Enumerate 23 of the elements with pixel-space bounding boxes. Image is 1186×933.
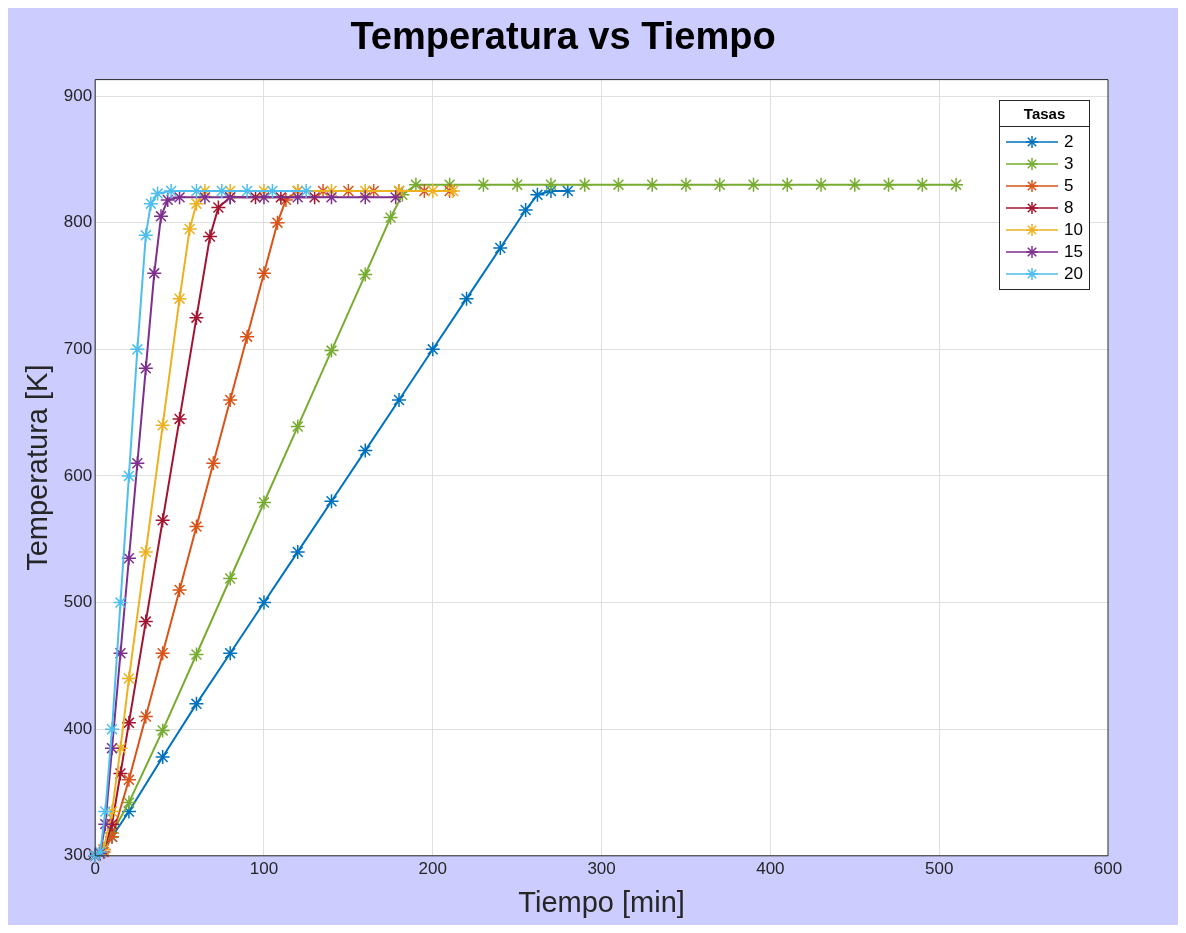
legend-label: 5	[1064, 176, 1074, 196]
y-tick-label: 700	[63, 338, 93, 358]
x-tick-label: 300	[587, 858, 616, 878]
x-tick-label: 400	[756, 858, 785, 878]
legend-label: 8	[1064, 198, 1074, 218]
legend-title: Tasas	[1000, 101, 1089, 127]
chart-title: Temperatura vs Tiempo	[350, 15, 776, 58]
y-tick-label: 500	[63, 592, 93, 612]
legend-label: 10	[1064, 220, 1083, 240]
x-tick-label: 200	[418, 858, 447, 878]
x-axis-title: Tiempo [min]	[518, 885, 685, 918]
y-tick-label: 400	[63, 718, 93, 738]
legend-label: 15	[1064, 242, 1083, 262]
x-tick-label: 500	[925, 858, 954, 878]
y-axis-title: Temperatura [K]	[21, 364, 54, 571]
x-tick-label: 100	[249, 858, 279, 878]
x-tick-label: 600	[1093, 858, 1123, 878]
legend-label: 20	[1064, 264, 1083, 284]
y-tick-label: 900	[63, 85, 93, 105]
legend-label: 2	[1064, 132, 1074, 152]
legend-label: 3	[1064, 154, 1074, 174]
y-tick-label: 800	[63, 212, 93, 232]
y-tick-label: 600	[63, 465, 93, 485]
